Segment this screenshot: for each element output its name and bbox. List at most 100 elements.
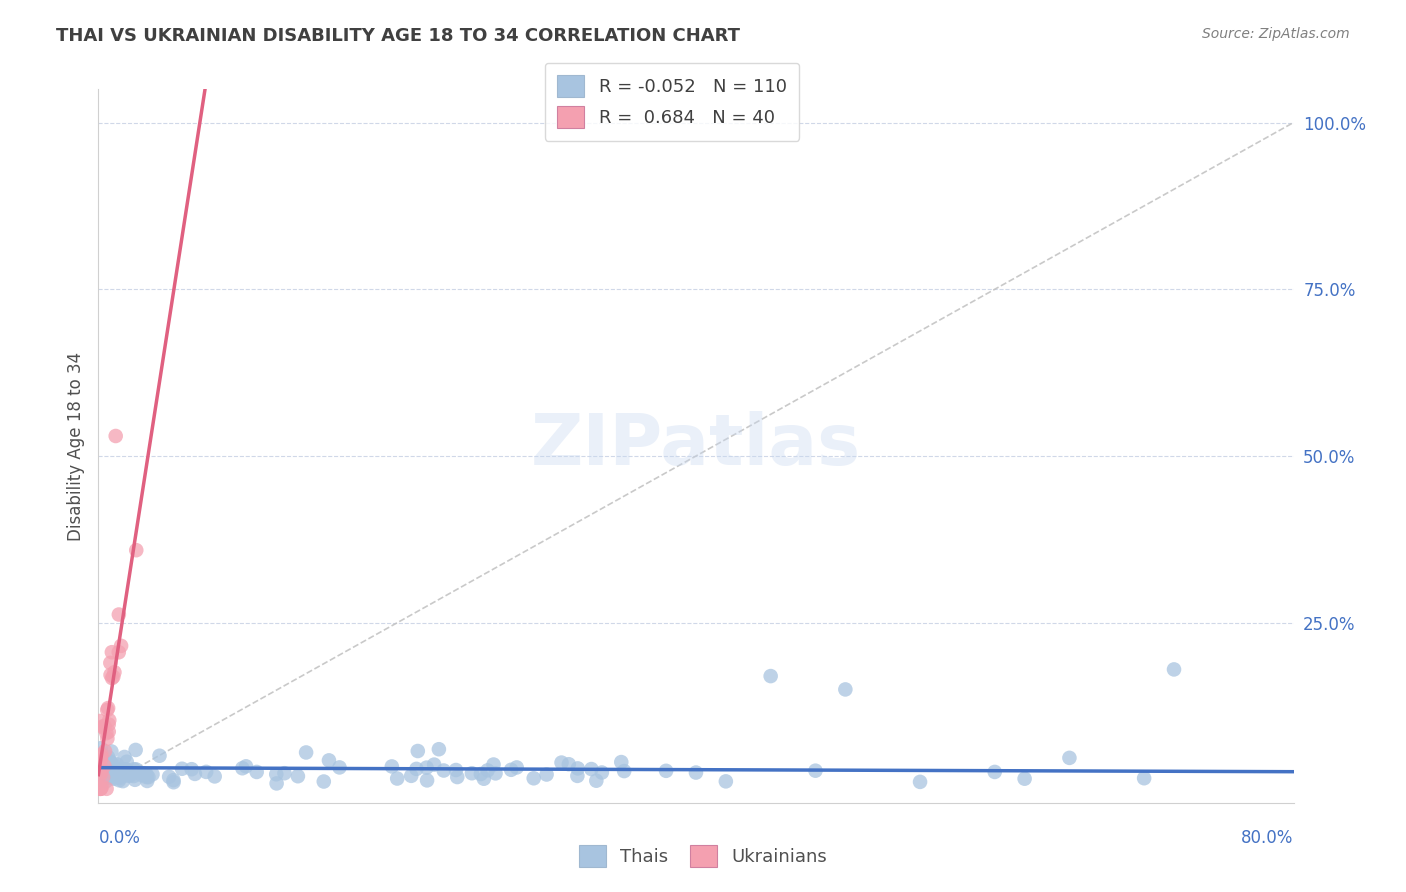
Point — [100, 756, 122, 770]
Point — [162, 773, 184, 788]
Point — [90, 747, 112, 762]
Point — [91, 780, 114, 794]
Point — [135, 768, 157, 782]
Point — [125, 543, 148, 558]
Point — [381, 759, 404, 773]
Point — [98, 713, 121, 727]
Point — [108, 766, 131, 780]
Point — [138, 770, 160, 784]
Point — [108, 770, 131, 784]
Point — [112, 765, 135, 780]
Point — [501, 763, 523, 777]
Point — [170, 762, 193, 776]
Point — [97, 762, 120, 776]
Point — [89, 781, 111, 796]
Point — [89, 768, 111, 782]
Point — [399, 769, 422, 783]
Point — [90, 750, 112, 764]
Point — [908, 775, 931, 789]
Point — [157, 770, 180, 784]
Point — [100, 668, 122, 682]
Point — [550, 756, 572, 770]
Point — [124, 743, 146, 757]
Point — [135, 770, 157, 784]
Point — [98, 656, 121, 670]
Point — [273, 766, 295, 780]
Point — [235, 759, 257, 773]
Point — [1014, 772, 1036, 786]
Point — [94, 744, 117, 758]
Point — [415, 761, 437, 775]
Point — [105, 762, 128, 776]
Point — [89, 780, 111, 795]
Point — [120, 768, 142, 782]
Point — [470, 767, 492, 781]
Point — [477, 764, 499, 778]
Point — [461, 766, 484, 780]
Point — [295, 746, 318, 760]
Point — [472, 772, 495, 786]
Point — [103, 772, 125, 786]
Point — [97, 750, 120, 764]
Text: THAI VS UKRAINIAN DISABILITY AGE 18 TO 34 CORRELATION CHART: THAI VS UKRAINIAN DISABILITY AGE 18 TO 3… — [56, 27, 740, 45]
Point — [103, 665, 125, 680]
Point — [122, 769, 145, 783]
Point — [484, 766, 506, 780]
Point — [89, 753, 111, 767]
Legend: R = -0.052   N = 110, R =  0.684   N = 40: R = -0.052 N = 110, R = 0.684 N = 40 — [544, 62, 800, 141]
Point — [104, 429, 127, 443]
Point — [101, 645, 124, 659]
Point — [93, 719, 115, 733]
Point — [89, 753, 111, 767]
Point — [96, 703, 118, 717]
Point — [107, 763, 129, 777]
Point — [104, 767, 127, 781]
Point — [1133, 771, 1156, 785]
Point — [101, 671, 124, 685]
Point — [96, 731, 118, 746]
Point — [136, 774, 159, 789]
Point — [1163, 662, 1185, 676]
Point — [96, 726, 118, 740]
Point — [135, 767, 157, 781]
Point — [91, 719, 114, 733]
Point — [97, 717, 120, 731]
Point — [115, 763, 138, 777]
Point — [91, 770, 114, 784]
Point — [195, 764, 218, 779]
Point — [287, 769, 309, 783]
Point — [91, 772, 114, 787]
Point — [97, 701, 120, 715]
Point — [685, 765, 707, 780]
Point — [90, 765, 112, 780]
Point — [107, 645, 129, 659]
Point — [433, 764, 456, 778]
Point — [90, 781, 112, 796]
Point — [108, 767, 131, 781]
Point — [385, 772, 409, 786]
Point — [90, 741, 112, 756]
Point — [416, 773, 439, 788]
Point — [558, 757, 581, 772]
Point — [536, 767, 558, 781]
Point — [132, 766, 155, 780]
Point — [108, 607, 131, 622]
Point — [93, 759, 115, 773]
Point — [714, 774, 737, 789]
Point — [591, 765, 613, 780]
Point — [108, 771, 131, 785]
Point — [423, 757, 446, 772]
Point — [98, 754, 121, 768]
Point — [94, 761, 117, 775]
Point — [117, 769, 139, 783]
Point — [264, 767, 287, 781]
Point — [103, 670, 125, 684]
Point — [162, 775, 184, 789]
Point — [759, 669, 782, 683]
Point — [94, 774, 117, 789]
Point — [581, 762, 603, 776]
Point — [446, 770, 468, 784]
Point — [91, 761, 114, 775]
Point — [328, 760, 350, 774]
Point — [655, 764, 678, 778]
